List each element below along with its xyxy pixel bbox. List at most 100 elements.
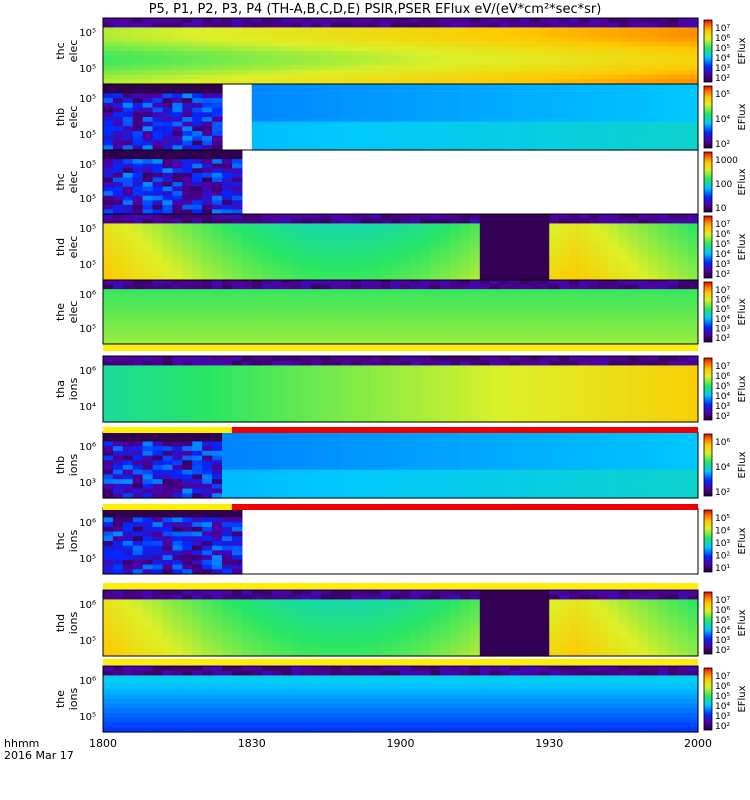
spectrogram-cell bbox=[360, 488, 372, 494]
spectrogram-cell bbox=[598, 316, 610, 322]
spectrogram-cell bbox=[172, 145, 183, 151]
spectrogram-cell bbox=[142, 251, 154, 258]
spectrogram-cell bbox=[519, 69, 531, 76]
spectrogram-cell bbox=[400, 102, 412, 109]
spectrogram-cell bbox=[271, 356, 283, 362]
spectrogram-cell bbox=[182, 265, 193, 272]
spectrogram-cell bbox=[618, 46, 630, 52]
spectrogram-cell bbox=[579, 84, 590, 90]
spectrogram-cell bbox=[350, 93, 362, 99]
spectrogram-cell bbox=[450, 460, 461, 466]
spectrogram-cell bbox=[469, 307, 481, 313]
spectrogram-cell bbox=[152, 265, 164, 272]
spectrogram-cell bbox=[648, 370, 659, 376]
spectrogram-cell bbox=[440, 79, 451, 85]
spectrogram-cell bbox=[499, 121, 511, 128]
spectrogram-cell bbox=[162, 126, 174, 132]
spectrogram-cell bbox=[291, 218, 302, 225]
spectrogram-cell bbox=[231, 393, 243, 400]
spectrogram-cell bbox=[618, 88, 630, 95]
spectrogram-cell bbox=[360, 51, 372, 57]
spectrogram-cell bbox=[112, 398, 124, 404]
spectrogram-cell bbox=[559, 55, 570, 62]
spectrogram-cell bbox=[172, 126, 183, 132]
spectrogram-cell bbox=[132, 455, 144, 461]
spectrogram-cell bbox=[390, 298, 402, 304]
spectrogram-cell bbox=[261, 41, 273, 47]
spectrogram-cell bbox=[251, 223, 263, 229]
spectrogram-cell bbox=[618, 398, 630, 404]
spectrogram-cell bbox=[202, 228, 213, 234]
spectrogram-cell bbox=[390, 307, 402, 313]
spectrogram-cell bbox=[400, 446, 412, 452]
spectrogram-cell bbox=[380, 312, 392, 318]
spectrogram-cell bbox=[559, 242, 570, 248]
spectrogram-cell bbox=[122, 55, 134, 62]
spectrogram-cell bbox=[469, 88, 481, 95]
spectrogram-cell bbox=[311, 88, 322, 95]
spectrogram-cell bbox=[380, 374, 392, 381]
spectrogram-cell bbox=[222, 237, 233, 243]
spectrogram-cell bbox=[103, 22, 114, 29]
spectrogram-cell bbox=[539, 88, 550, 95]
spectrogram-cell bbox=[479, 321, 491, 327]
spectrogram-cell bbox=[569, 247, 580, 253]
spectrogram-cell bbox=[400, 379, 412, 385]
spectrogram-cell bbox=[420, 117, 431, 123]
spectrogram-cell bbox=[172, 493, 183, 499]
spectrogram-cell bbox=[132, 316, 144, 322]
spectrogram-cell bbox=[142, 22, 154, 29]
spectrogram-cell bbox=[460, 41, 471, 47]
spectrogram-cell bbox=[529, 330, 540, 336]
spectrogram-cell bbox=[638, 79, 650, 85]
spectrogram-cell bbox=[103, 218, 114, 225]
spectrogram-cell bbox=[450, 450, 461, 457]
spectrogram-cell bbox=[281, 389, 293, 395]
spectrogram-cell bbox=[390, 488, 402, 494]
spectrogram-cell bbox=[331, 307, 342, 313]
spectrogram-cell bbox=[301, 407, 312, 414]
spectrogram-cell bbox=[430, 284, 441, 290]
spectrogram-cell bbox=[301, 379, 312, 385]
spectrogram-cell bbox=[678, 339, 689, 345]
spectrogram-cell bbox=[132, 98, 144, 104]
spectrogram-cell bbox=[489, 280, 501, 286]
spectrogram-cell bbox=[122, 360, 134, 367]
spectrogram-cell bbox=[172, 339, 183, 345]
spectrogram-cell bbox=[112, 384, 124, 390]
spectrogram-cell bbox=[460, 65, 471, 71]
spectrogram-cell bbox=[509, 312, 521, 318]
spectrogram-cell bbox=[172, 307, 183, 313]
spectrogram-cell bbox=[370, 218, 382, 225]
spectrogram-cell bbox=[251, 107, 263, 113]
spectrogram-cell bbox=[579, 284, 590, 290]
spectrogram-cell bbox=[162, 370, 174, 376]
spectrogram-cell bbox=[598, 339, 610, 345]
spectrogram-cell bbox=[499, 60, 511, 66]
spectrogram-cell bbox=[162, 172, 174, 179]
spectrogram-cell bbox=[321, 41, 332, 47]
spectrogram-cell bbox=[152, 22, 164, 29]
spectrogram-cell bbox=[202, 84, 213, 90]
spectrogram-cell bbox=[341, 237, 352, 243]
spectrogram-cell bbox=[479, 218, 491, 225]
spectrogram-cell bbox=[103, 69, 114, 76]
spectrogram-cell bbox=[291, 316, 302, 322]
spectrogram-cell bbox=[489, 407, 501, 414]
spectrogram-cell bbox=[261, 102, 273, 109]
spectrogram-cell bbox=[132, 93, 144, 99]
spectrogram-cell bbox=[380, 334, 392, 341]
spectrogram-cell bbox=[519, 398, 531, 404]
spectrogram-cell bbox=[430, 474, 441, 480]
spectrogram-cell bbox=[618, 316, 630, 322]
spectrogram-cell bbox=[519, 365, 531, 371]
spectrogram-cell bbox=[321, 74, 332, 80]
spectrogram-cell bbox=[212, 121, 223, 128]
spectrogram-cell bbox=[241, 360, 253, 367]
spectrogram-cell bbox=[122, 356, 134, 362]
spectrogram-cell bbox=[132, 370, 144, 376]
spectrogram-cell bbox=[192, 98, 203, 104]
spectrogram-cell bbox=[420, 251, 431, 258]
spectrogram-cell bbox=[450, 379, 461, 385]
spectrogram-cell bbox=[519, 316, 531, 322]
